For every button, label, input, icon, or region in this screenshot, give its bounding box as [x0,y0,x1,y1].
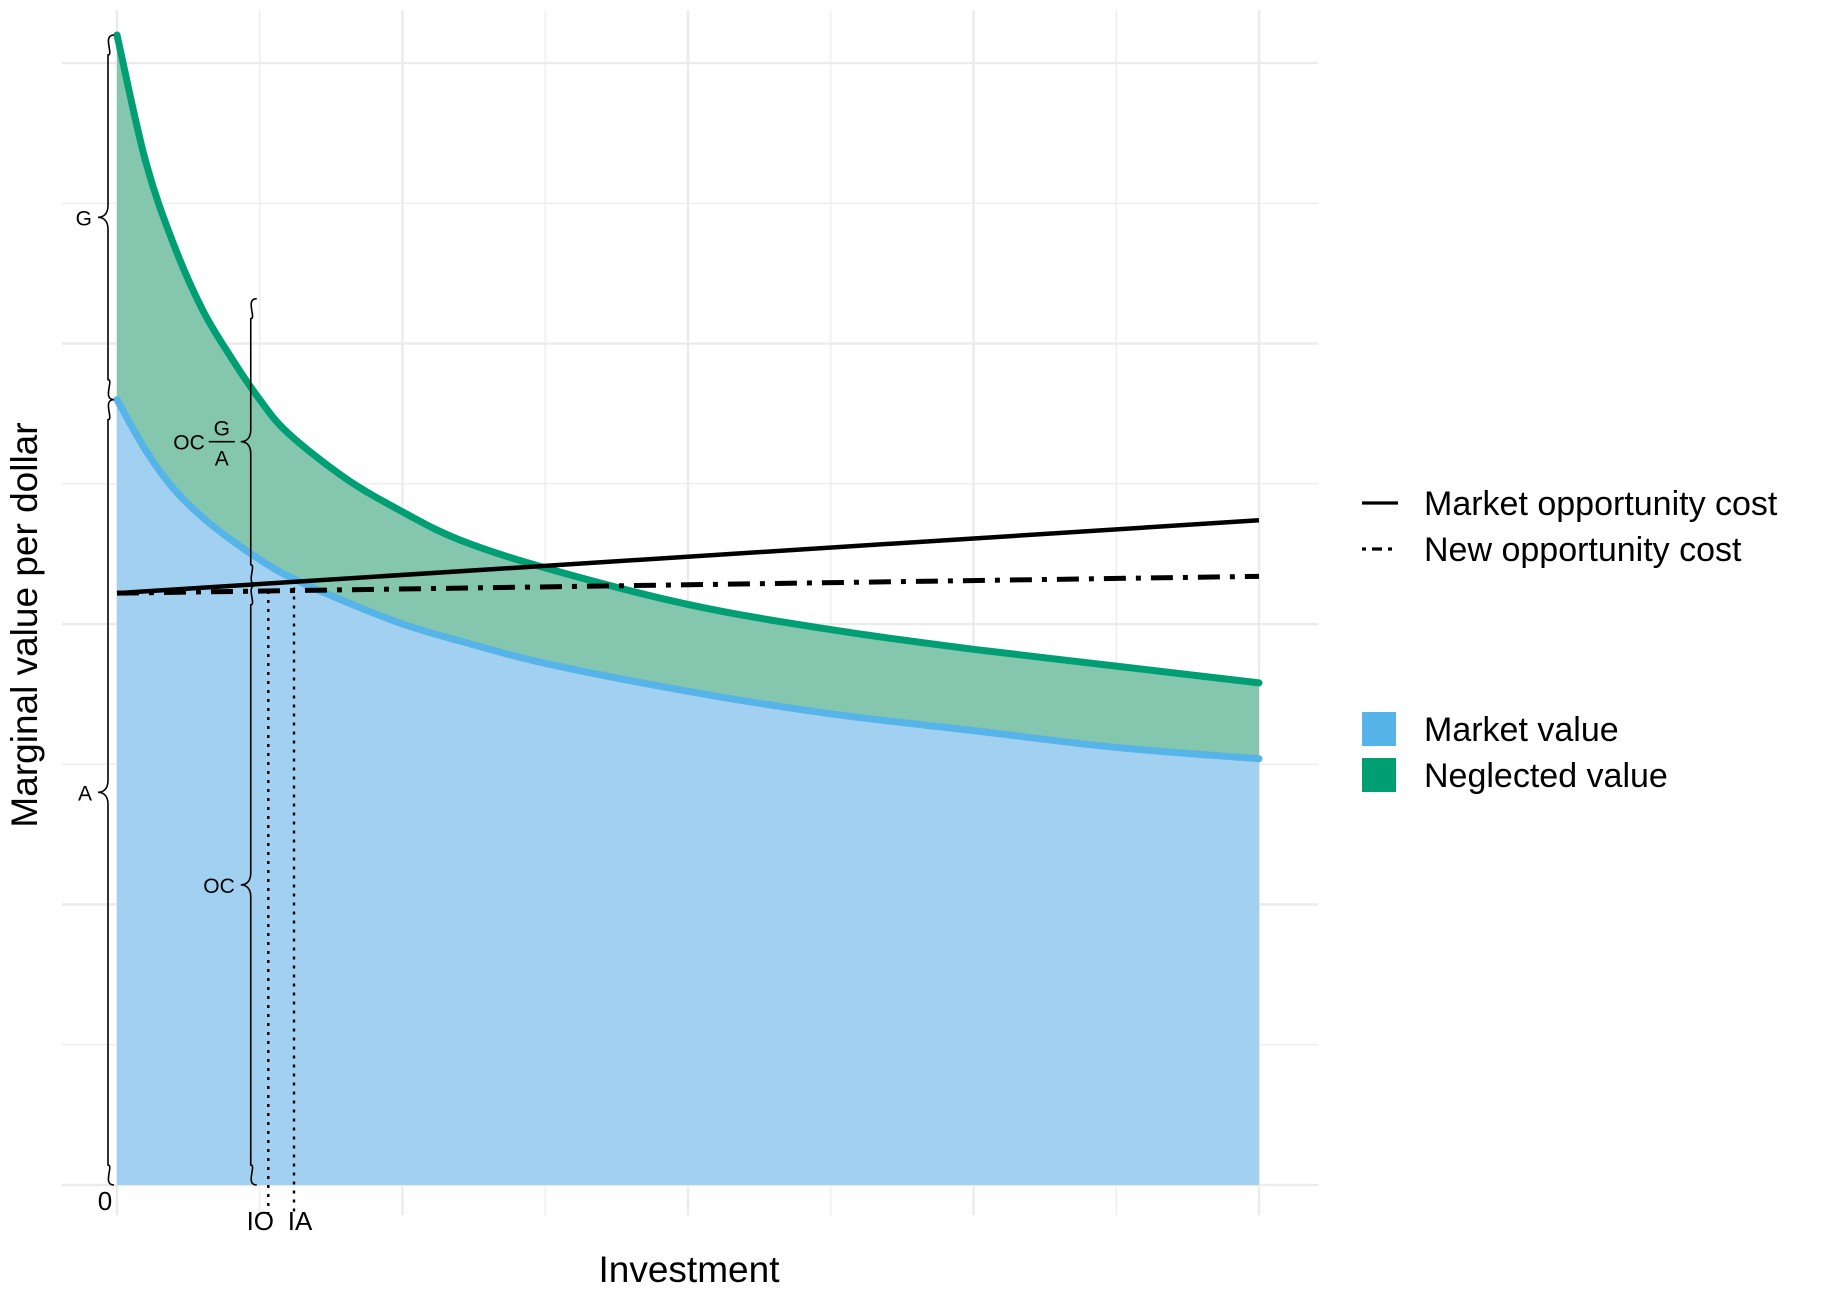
annotation-brace [97,34,115,401]
neglected-value-curve [113,31,1263,687]
legend-fill: Market value Neglected value [1362,711,1668,795]
legend-fill-key [1362,758,1396,792]
neglected-value-area [117,35,1259,759]
x-axis-title: Investment [599,1249,781,1290]
area-layer [117,35,1259,1186]
legend-line-label: New opportunity cost [1424,531,1742,569]
annotation-label: G [76,207,92,230]
market-value-curve [113,396,1263,763]
x-tick-label: IA [288,1206,313,1236]
x-tick-label: 0 [98,1186,112,1216]
reference-lines [267,581,296,1213]
annotation-brace [97,398,115,1186]
new-opportunity-cost-line [116,573,1260,596]
legend-fill-label: Market value [1424,711,1619,749]
market-value-area [117,399,1259,1186]
legend-linetype: Market opportunity cost New opportunity c… [1362,485,1778,569]
annotation-denominator: A [215,448,229,471]
annotation-brace [240,297,257,586]
annotation-label: OC [173,432,205,455]
tick-labels: 0 IO IA [98,1186,313,1236]
y-axis-title: Marginal value per dollar [4,422,45,827]
annotation-label: A [78,782,92,805]
legend-fill-key [1362,712,1396,746]
line-layer [113,31,1263,763]
legend-fill-label: Neglected value [1424,757,1668,795]
market-opportunity-cost-line [116,517,1260,596]
x-tick-label: IO [247,1206,274,1236]
annotation-numerator: G [214,418,230,441]
annotation-label: OC [203,875,235,898]
legend-line-label: Market opportunity cost [1424,485,1778,523]
annotation-brace [240,583,257,1186]
